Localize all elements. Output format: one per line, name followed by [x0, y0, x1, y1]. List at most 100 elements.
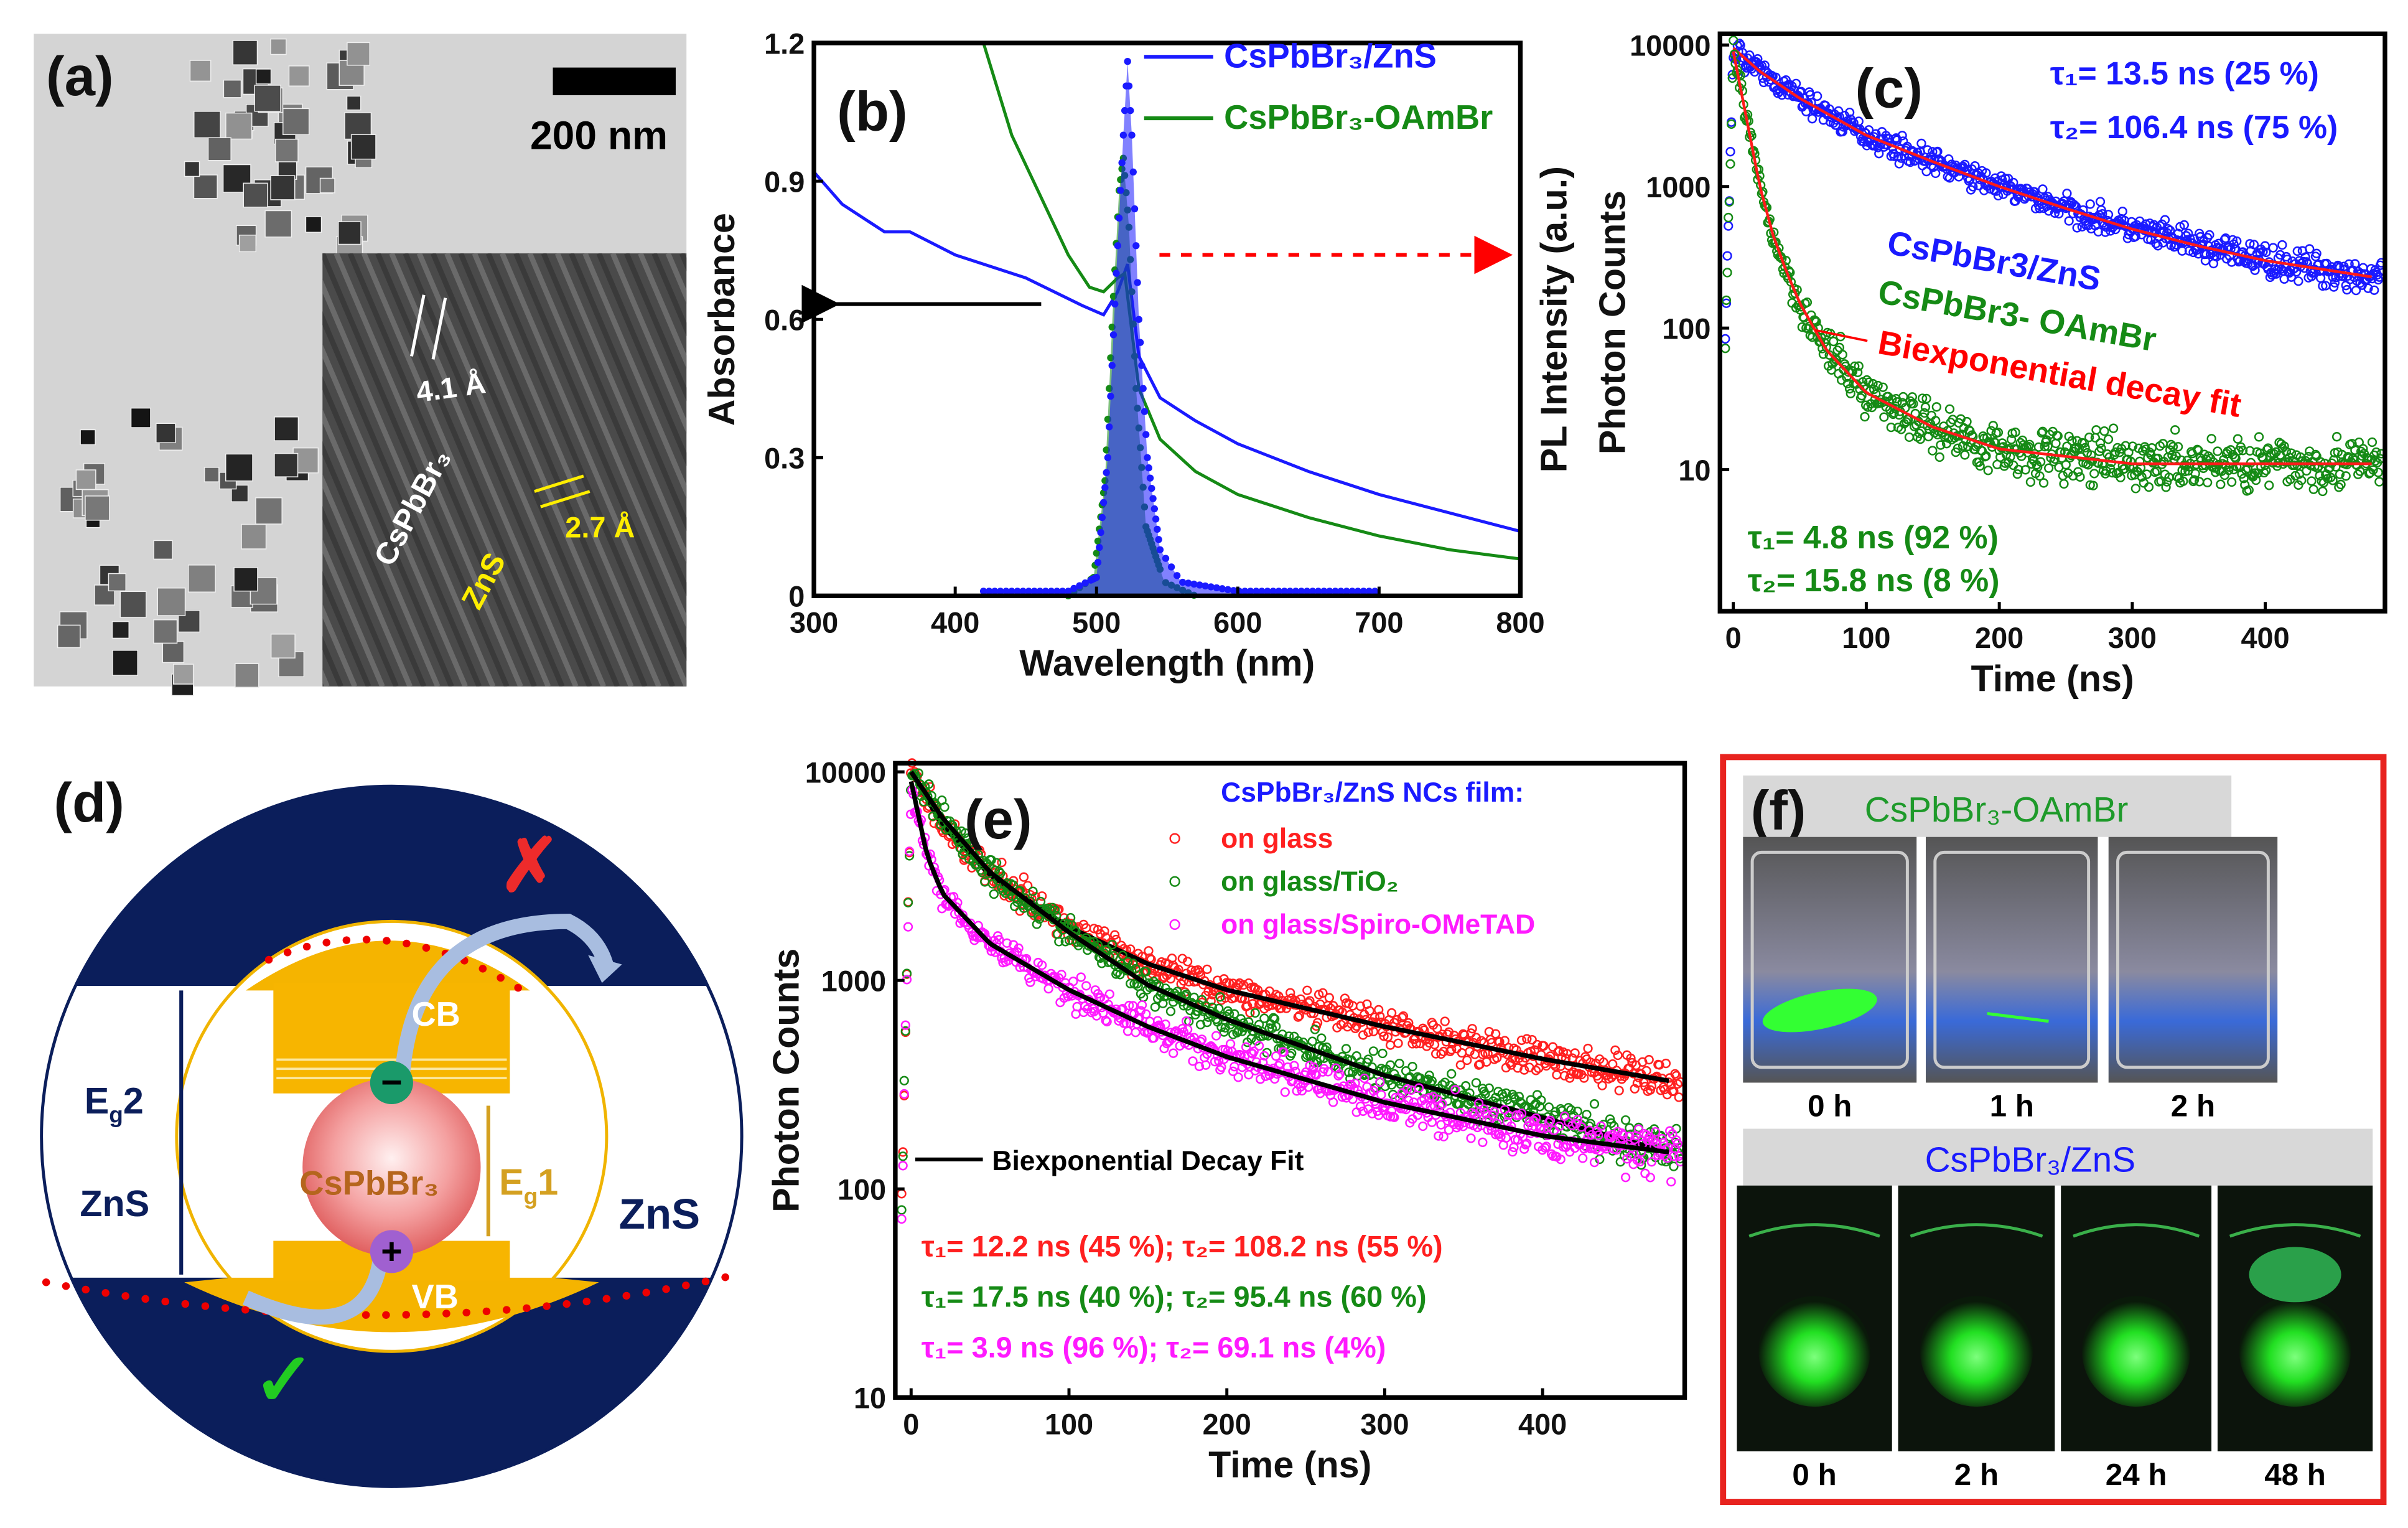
decay-data-point [1791, 78, 1801, 88]
decay-data-point [1669, 1086, 1679, 1096]
decay-data-point [1545, 1115, 1556, 1125]
decay-data-point [1182, 1024, 1193, 1034]
decay-data-point [1386, 1008, 1397, 1018]
lattice-marker-2b [540, 490, 590, 509]
pl-data-point [1286, 588, 1294, 595]
nanocube [225, 112, 253, 140]
decay-data-point [1202, 964, 1212, 975]
decay-data-point [2130, 484, 2140, 494]
decay-data-point [994, 866, 1004, 877]
decay-data-point [2261, 247, 2271, 258]
pl-data-point [1196, 581, 1203, 589]
decay-data-point [1268, 1013, 1279, 1023]
lattice-fringe [834, 253, 1018, 687]
decay-data-point [1394, 1092, 1404, 1103]
beaker-photo [1926, 837, 2098, 1083]
x-tick-label: 500 [1072, 607, 1121, 639]
decay-data-point [2053, 431, 2063, 441]
decay-data-point [2205, 230, 2214, 240]
beaker-photo [1743, 837, 1917, 1083]
decay-data-point [2370, 456, 2380, 466]
decay-data-point [1043, 983, 1053, 994]
pl-data-point [1354, 588, 1361, 595]
decay-data-point [2117, 207, 2127, 217]
decay-data-point [2275, 250, 2285, 260]
decay-data-point [1802, 298, 1813, 307]
pl-data-point [1145, 464, 1152, 472]
pl-data-point [1008, 588, 1015, 595]
eg2-label: Eg2 [85, 1080, 144, 1128]
decay-data-point [1566, 1105, 1576, 1115]
decay-data-point [2162, 477, 2172, 487]
decay-data-point [1725, 159, 1735, 169]
decay-data-point [2294, 276, 2303, 286]
y-tick-label: 100 [1662, 312, 1710, 345]
decay-data-point [1206, 996, 1216, 1006]
decay-data-point [1854, 361, 1864, 371]
decay-data-point [2072, 223, 2082, 233]
x-tick-label: 700 [1355, 607, 1403, 639]
decay-data-point [1188, 1056, 1198, 1066]
decay-data-point [1358, 1106, 1368, 1116]
decay-data-point [2085, 199, 2095, 209]
decay-data-point [2005, 452, 2015, 462]
pl-data-point [1111, 300, 1119, 308]
decay-data-point [1360, 1073, 1370, 1084]
pl-data-point [1119, 131, 1127, 139]
decay-data-point [1411, 1039, 1421, 1049]
decay-data-point [1141, 967, 1151, 977]
y-axis-title: Photon Counts [1591, 190, 1633, 454]
decay-data-point [1654, 1060, 1664, 1070]
decay-data-point [2229, 239, 2239, 249]
top-title-bar [1743, 776, 2232, 837]
beaker-outline [1750, 850, 1909, 1069]
decay-data-point [2038, 478, 2049, 488]
lattice-marker-1 [410, 294, 426, 357]
decay-data-point [2241, 465, 2251, 475]
beaker-photo [2108, 837, 2278, 1083]
decay-data-point [2203, 477, 2213, 487]
decay-data-point [1729, 35, 1738, 45]
pl-data-point [1144, 454, 1151, 461]
nanocube [319, 177, 335, 194]
decay-data-point [1535, 1102, 1545, 1112]
decay-data-point [1519, 1144, 1529, 1154]
decay-data-point [1128, 959, 1138, 968]
nanocube [57, 624, 81, 649]
time-label: 1 h [1990, 1089, 2034, 1123]
decay-data-point [2006, 434, 2017, 444]
decay-data-point [1131, 963, 1141, 974]
lattice-fringe [347, 253, 537, 687]
y2-axis-title: PL Intensity (a.u.) [1533, 166, 1574, 472]
lattice-fringe [624, 253, 687, 401]
decay-data-point [1389, 1112, 1399, 1122]
decay-data-point [1794, 92, 1804, 103]
decay-data-point [1333, 1071, 1343, 1081]
fit-label-leader [1814, 329, 1868, 342]
decay-data-point [1037, 891, 1047, 901]
x-axis-title: Time (ns) [1208, 1444, 1371, 1486]
nanocube [75, 469, 96, 490]
decay-data-point [2009, 177, 2018, 188]
decay-data-point [1473, 1099, 1484, 1109]
decay-data-point [1528, 1115, 1538, 1125]
decay-data-point [1908, 399, 1918, 409]
pl-data-point [1107, 392, 1114, 400]
decay-data-point [1324, 993, 1334, 1003]
decay-data-point [1892, 397, 1902, 407]
decay-data-point [940, 802, 950, 812]
fit-curve [1732, 51, 2372, 466]
decay-data-point [899, 1089, 909, 1099]
decay-data-point [1931, 168, 1941, 179]
decay-data-point [2269, 449, 2279, 459]
decay-data-point [1450, 1085, 1460, 1095]
decay-data-point [1721, 298, 1732, 308]
decay-data-point [1230, 1062, 1239, 1072]
decay-data-point [1500, 1036, 1510, 1046]
pl-data-point [1139, 385, 1147, 392]
decay-data-point [1379, 1031, 1389, 1041]
pl-data-point [1014, 588, 1021, 595]
decay-data-point [1720, 334, 1730, 344]
decay-data-point [904, 851, 915, 861]
